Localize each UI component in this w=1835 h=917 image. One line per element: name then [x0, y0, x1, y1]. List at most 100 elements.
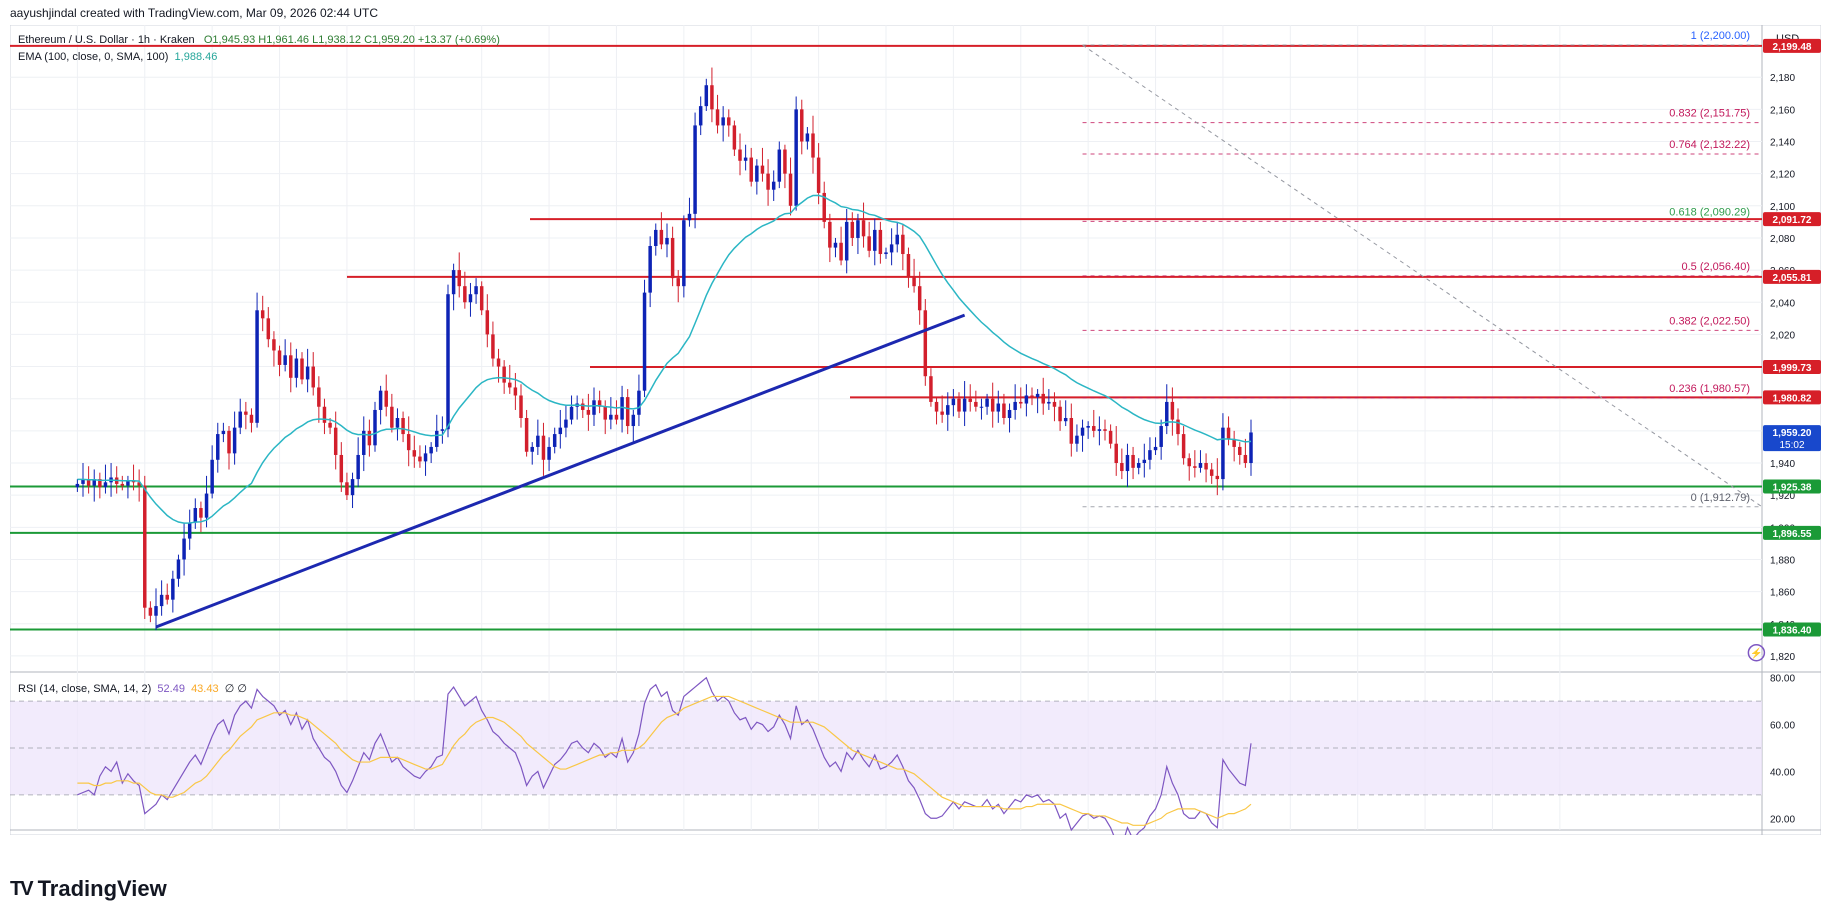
- candle[interactable]: [811, 115, 815, 174]
- candle[interactable]: [463, 271, 467, 309]
- price-level-tag[interactable]: [1763, 38, 1821, 53]
- candle[interactable]: [760, 147, 765, 182]
- ema-legend[interactable]: EMA (100, close, 0, SMA, 100) 1,988.46: [18, 51, 217, 63]
- candle[interactable]: [1187, 453, 1191, 481]
- candle[interactable]: [362, 416, 366, 472]
- candle[interactable]: [502, 360, 506, 394]
- candle[interactable]: [154, 588, 158, 631]
- candle[interactable]: [581, 398, 585, 418]
- time-axis[interactable]: 28 12:00 Mar 12:00 2 12:00 3 12:00 4 12:00 5 12:00 6…: [71, 834, 1565, 835]
- candle[interactable]: [1153, 437, 1158, 455]
- candle[interactable]: [378, 385, 383, 425]
- candle[interactable]: [148, 601, 153, 623]
- candle[interactable]: [536, 419, 540, 455]
- candle[interactable]: [687, 197, 692, 227]
- candle[interactable]: [1086, 421, 1090, 439]
- candle[interactable]: [1080, 419, 1085, 452]
- candle[interactable]: [676, 270, 680, 303]
- candle[interactable]: [1069, 403, 1074, 457]
- candle[interactable]: [1097, 416, 1102, 446]
- candle[interactable]: [631, 409, 636, 443]
- candle[interactable]: [985, 393, 989, 415]
- candle[interactable]: [451, 263, 456, 311]
- candle[interactable]: [1232, 430, 1236, 462]
- candle[interactable]: [1013, 384, 1017, 420]
- candle[interactable]: [1103, 419, 1107, 441]
- candle[interactable]: [305, 348, 310, 393]
- candle[interactable]: [1063, 400, 1068, 427]
- candle[interactable]: [625, 389, 630, 435]
- candle[interactable]: [508, 364, 512, 394]
- candle[interactable]: [822, 181, 826, 229]
- candle[interactable]: [227, 426, 231, 470]
- price-level-tag[interactable]: [1763, 390, 1821, 405]
- candle[interactable]: [423, 445, 428, 476]
- candle[interactable]: [1092, 409, 1096, 438]
- price-pane[interactable]: 1,8201,8401,8601,8801,9001,9201,9401,960…: [10, 25, 1821, 835]
- candle[interactable]: [143, 475, 147, 619]
- candle[interactable]: [255, 292, 259, 428]
- candle[interactable]: [294, 348, 299, 388]
- candle[interactable]: [929, 368, 933, 407]
- candle[interactable]: [1075, 424, 1079, 452]
- candle[interactable]: [940, 395, 944, 423]
- candle[interactable]: [670, 226, 675, 287]
- candle[interactable]: [491, 321, 495, 367]
- candle[interactable]: [277, 345, 282, 377]
- candle[interactable]: [637, 374, 641, 427]
- rsi-legend[interactable]: RSI (14, close, SMA, 14, 2) 52.49 43.43 …: [18, 682, 247, 695]
- candle[interactable]: [816, 143, 821, 205]
- current-price-tag[interactable]: [1763, 425, 1821, 452]
- candle[interactable]: [873, 218, 877, 266]
- candle[interactable]: [479, 281, 484, 316]
- candle[interactable]: [238, 398, 242, 435]
- candle[interactable]: [743, 144, 748, 171]
- candle[interactable]: [1024, 384, 1029, 417]
- candle[interactable]: [300, 352, 304, 385]
- candle[interactable]: [1131, 446, 1135, 480]
- candle[interactable]: [1170, 387, 1175, 436]
- candle[interactable]: [1209, 463, 1214, 484]
- candle[interactable]: [1120, 448, 1124, 480]
- support-trendline[interactable]: [155, 313, 966, 629]
- candle[interactable]: [468, 282, 473, 317]
- candle[interactable]: [350, 472, 355, 509]
- candle[interactable]: [710, 67, 714, 123]
- candle[interactable]: [182, 522, 186, 576]
- candle[interactable]: [693, 112, 697, 229]
- symbol-name[interactable]: Ethereum / U.S. Dollar · 1h · Kraken: [18, 34, 195, 46]
- candle[interactable]: [221, 422, 226, 443]
- candle[interactable]: [339, 442, 344, 492]
- candle[interactable]: [788, 157, 793, 216]
- candle[interactable]: [766, 159, 770, 206]
- candle[interactable]: [171, 570, 175, 613]
- candle[interactable]: [923, 299, 928, 386]
- candle[interactable]: [289, 342, 293, 393]
- candle[interactable]: [1226, 416, 1231, 446]
- candle[interactable]: [665, 223, 669, 258]
- candle[interactable]: [951, 389, 956, 417]
- candle[interactable]: [721, 106, 725, 142]
- candle[interactable]: [137, 469, 141, 502]
- candle[interactable]: [317, 376, 321, 423]
- candle[interactable]: [901, 225, 905, 271]
- candle[interactable]: [867, 221, 871, 258]
- candle[interactable]: [1159, 419, 1163, 460]
- price-level-tag[interactable]: [1763, 212, 1821, 227]
- candle[interactable]: [856, 213, 860, 255]
- candle[interactable]: [1019, 387, 1023, 409]
- candle[interactable]: [1035, 389, 1040, 414]
- candle[interactable]: [1030, 387, 1034, 406]
- candle[interactable]: [204, 475, 209, 528]
- candle[interactable]: [266, 307, 271, 348]
- fib-trend-line[interactable]: [1082, 44, 1763, 508]
- candle[interactable]: [356, 437, 360, 488]
- candle[interactable]: [771, 170, 776, 201]
- candle[interactable]: [519, 384, 523, 428]
- candle[interactable]: [738, 133, 742, 176]
- candle[interactable]: [328, 418, 332, 435]
- rsi-ma-line[interactable]: [77, 695, 1252, 826]
- candle[interactable]: [850, 212, 855, 246]
- candle[interactable]: [232, 411, 237, 465]
- candle[interactable]: [103, 464, 108, 494]
